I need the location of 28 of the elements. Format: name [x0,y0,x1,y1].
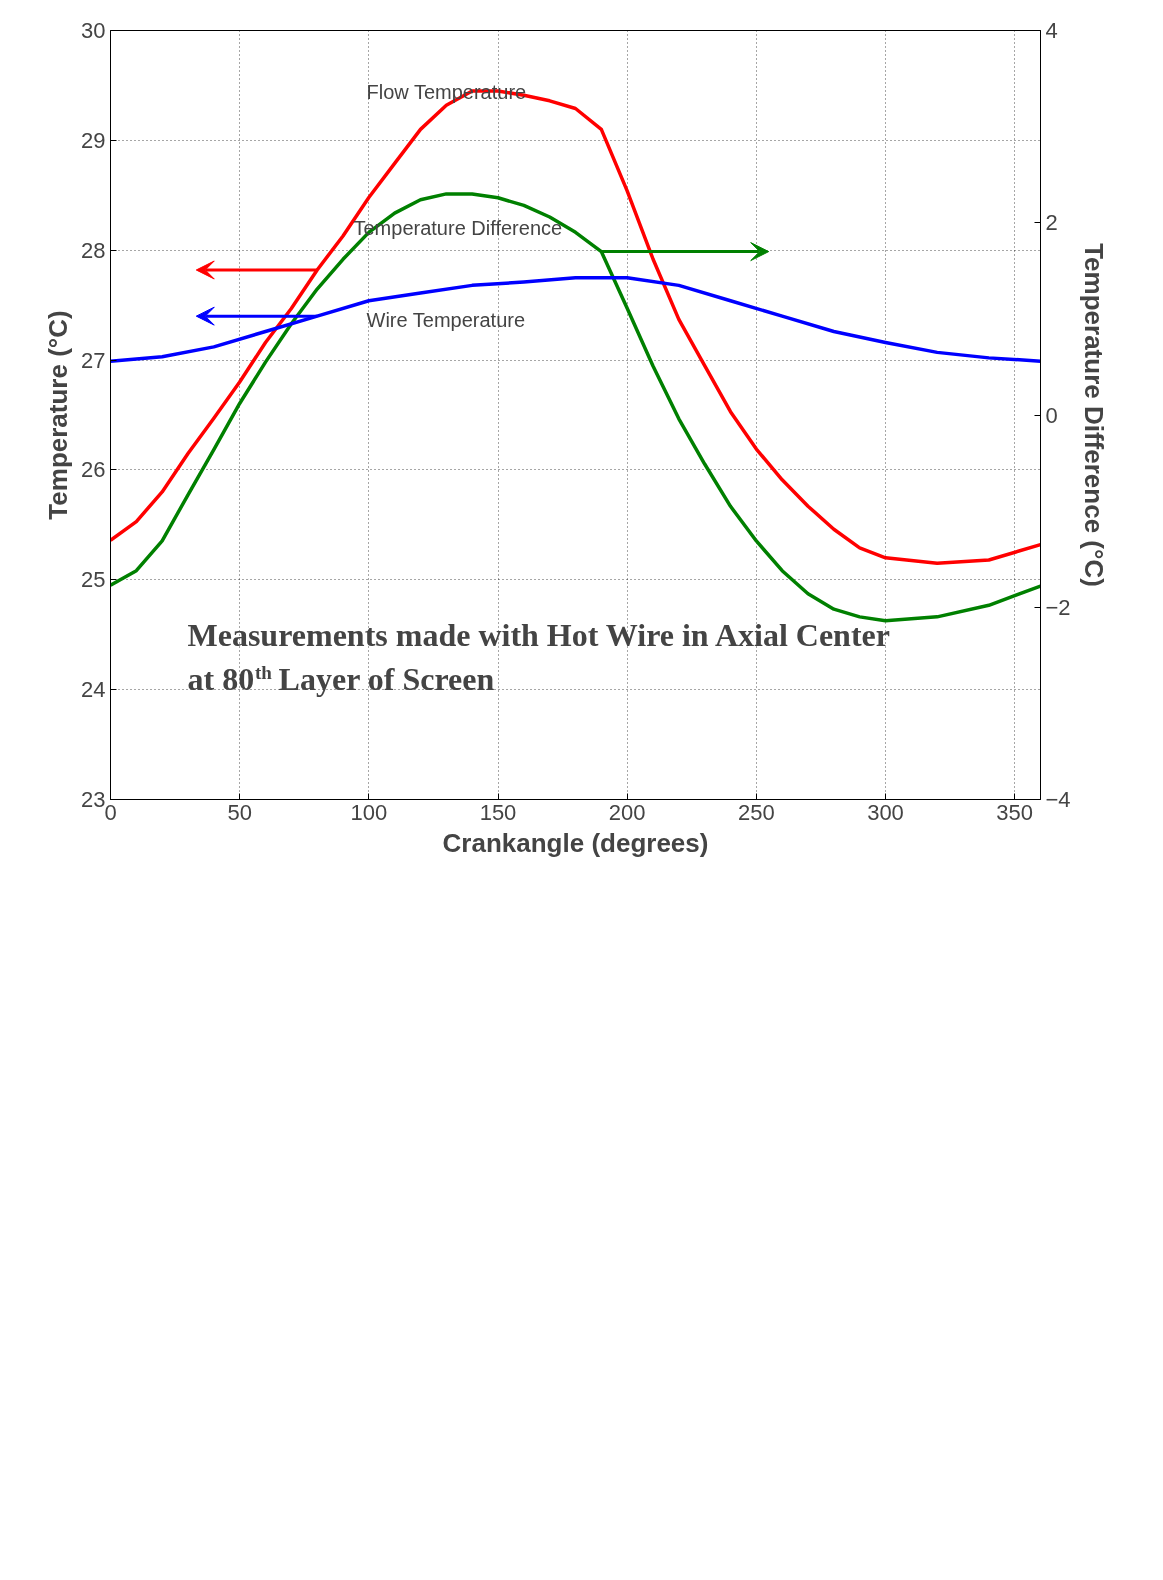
y-tick-label: 24 [81,677,106,703]
x-tick-label: 0 [104,799,117,825]
y-tick-label: 25 [81,567,106,593]
y-tick-label: 30 [81,18,106,43]
y-tick-label: 28 [81,237,106,263]
y-axis-title: Temperature (°C) [43,310,74,520]
x-tick-label: 300 [867,799,904,825]
y2-tick-label: 4 [1045,18,1058,43]
y-tick-label: 27 [81,347,106,373]
y-tick-label: 26 [81,457,106,483]
y2-axis-title: Temperature Difference (°C) [1078,243,1109,587]
line-series [110,192,1041,623]
y-tick-label: 23 [81,787,106,812]
annotation: Wire Temperature [366,308,526,331]
annotation: Measurements made with Hot Wire in Axial Center [187,616,890,653]
x-axis-title: Crankangle (degrees) [442,827,709,858]
x-tick-label: 250 [737,799,775,825]
y2-tick-label: −4 [1045,787,1071,812]
y2-tick-label: 2 [1045,210,1058,236]
x-tick-label: 150 [479,799,517,825]
x-tick-label: 350 [996,799,1034,825]
y2-tick-label: 0 [1045,402,1058,428]
x-tick-label: 100 [350,799,388,825]
x-tick-label: 200 [608,799,646,825]
line-series [110,275,1041,363]
y2-tick-label: −2 [1045,594,1071,620]
x-tick-label: 50 [227,799,252,825]
y-tick-label: 29 [81,127,106,153]
